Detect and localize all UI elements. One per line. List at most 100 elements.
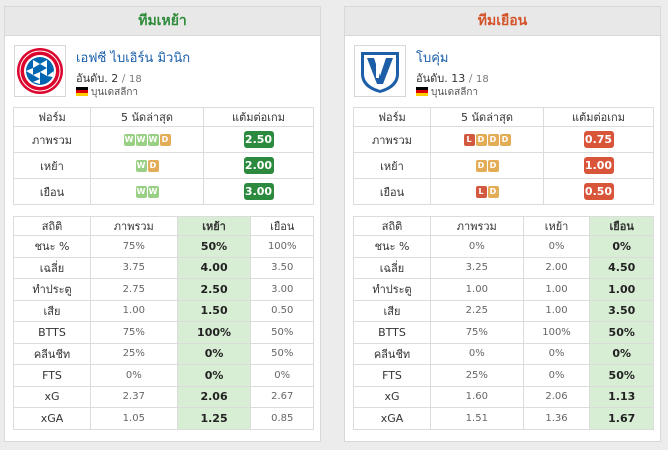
stat-value: 2.67 — [250, 385, 314, 408]
result-badge-d[interactable]: D — [487, 160, 499, 172]
result-badge-w[interactable]: W — [135, 134, 147, 146]
stats-header-row: สถิติ ภาพรวม เหย้า เยือน — [353, 216, 654, 236]
away-team-name[interactable]: โบคุ่ม — [416, 51, 449, 66]
ppg-cell: 0.50 — [543, 178, 654, 205]
stat-value: 100% — [522, 321, 591, 344]
stat-value: 0.50 — [250, 299, 314, 322]
stats-header-home: เหย้า — [522, 216, 591, 236]
stat-value: 1.00 — [430, 278, 524, 301]
germany-flag-icon — [416, 87, 428, 96]
stat-value: 2.37 — [90, 385, 178, 408]
form-row: เยือน L D 0.50 — [353, 178, 654, 205]
stat-label: xGA — [353, 407, 431, 430]
stat-value: 0% — [176, 364, 252, 387]
bochum-logo-icon[interactable] — [354, 45, 406, 97]
result-badge-d[interactable]: D — [475, 160, 487, 172]
result-badge-d[interactable]: D — [159, 134, 171, 146]
form-row-label: ภาพรวม — [13, 126, 91, 153]
stats-row: ชนะ % 0% 0% 0% — [353, 235, 654, 258]
stat-value: 75% — [430, 321, 524, 344]
stat-value: 0% — [430, 235, 524, 258]
stats-row: xGA 1.51 1.36 1.67 — [353, 407, 654, 430]
ppg-badge: 1.00 — [583, 157, 614, 174]
ppg-cell: 2.50 — [203, 126, 314, 153]
away-stats-table: สถิติ ภาพรวม เหย้า เยือน ชนะ % 0% 0% 0% เฉลี… — [353, 216, 654, 430]
result-badge-l[interactable]: L — [475, 186, 487, 198]
stats-row: BTTS 75% 100% 50% — [353, 321, 654, 344]
stat-value: 1.60 — [430, 385, 524, 408]
stat-value: 75% — [90, 321, 178, 344]
result-badge-l[interactable]: L — [463, 134, 475, 146]
bayern-logo-icon[interactable] — [14, 45, 66, 97]
stat-value: 0.85 — [250, 407, 314, 430]
stat-label: คลีนชีท — [13, 342, 91, 365]
result-badge-w[interactable]: W — [147, 186, 159, 198]
stats-row: BTTS 75% 100% 50% — [13, 321, 314, 344]
stats-row: xG 1.60 2.06 1.13 — [353, 385, 654, 408]
form-row: เหย้า W D 2.00 — [13, 152, 314, 179]
stat-value: 0% — [522, 364, 591, 387]
rank-value: 2 — [111, 72, 119, 85]
stat-value: 2.06 — [176, 385, 252, 408]
stats-row: คลีนชีท 25% 0% 50% — [13, 342, 314, 365]
result-badge-w[interactable]: W — [123, 134, 135, 146]
stat-value: 25% — [90, 342, 178, 365]
rank-total: 18 — [128, 74, 142, 85]
form-row-label: ภาพรวม — [353, 126, 431, 153]
stat-label: BTTS — [13, 321, 91, 344]
ppg-badge: 0.50 — [583, 183, 614, 200]
stats-header-stat: สถิติ — [13, 216, 91, 236]
result-badge-d[interactable]: D — [487, 186, 499, 198]
stats-row: xG 2.37 2.06 2.67 — [13, 385, 314, 408]
stat-label: คลีนชีท — [353, 342, 431, 365]
stats-row: FTS 0% 0% 0% — [13, 364, 314, 387]
stat-value: 1.05 — [90, 407, 178, 430]
ppg-cell: 1.00 — [543, 152, 654, 179]
stat-label: ชนะ % — [13, 235, 91, 258]
stat-value: 0% — [589, 342, 654, 365]
form-row: เหย้า D D 1.00 — [353, 152, 654, 179]
stat-label: ทำประตู — [13, 278, 91, 301]
result-badge-w[interactable]: W — [135, 160, 147, 172]
result-badge-w[interactable]: W — [147, 134, 159, 146]
form-row: เยือน W W 3.00 — [13, 178, 314, 205]
form-header-ppg: แต้มต่อเกม — [543, 107, 654, 127]
home-team-league: บุนเดสลีกา — [76, 85, 138, 100]
stat-label: ทำประตู — [353, 278, 431, 301]
stat-value: 1.51 — [430, 407, 524, 430]
result-badge-w[interactable]: W — [135, 186, 147, 198]
stat-value: 3.50 — [250, 256, 314, 279]
result-badge-d[interactable]: D — [147, 160, 159, 172]
stat-value: 2.75 — [90, 278, 178, 301]
league-name[interactable]: บุนเดสลีกา — [431, 87, 478, 98]
stat-label: xG — [353, 385, 431, 408]
result-badge-d[interactable]: D — [475, 134, 487, 146]
stat-value: 0% — [589, 235, 654, 258]
stat-value: 25% — [430, 364, 524, 387]
stats-header-away: เยือน — [250, 216, 314, 236]
away-team-info: โบคุ่ม อันดับ. 13 / 18 บุนเดสลีกา — [345, 36, 660, 102]
home-team-name[interactable]: เอฟซี ไบเอิร์น มิวนิก — [76, 51, 191, 66]
stats-header-stat: สถิติ — [353, 216, 431, 236]
stat-value: 50% — [250, 342, 314, 365]
league-name[interactable]: บุนเดสลีกา — [91, 87, 138, 98]
stat-value: 1.00 — [90, 299, 178, 322]
stats-header-overall: ภาพรวม — [430, 216, 524, 236]
stats-row: xGA 1.05 1.25 0.85 — [13, 407, 314, 430]
stats-row: เฉลี่ย 3.25 2.00 4.50 — [353, 256, 654, 279]
result-badge-d[interactable]: D — [499, 134, 511, 146]
stat-value: 2.06 — [522, 385, 591, 408]
result-badge-d[interactable]: D — [487, 134, 499, 146]
stat-value: 4.00 — [176, 256, 252, 279]
stat-value: 3.50 — [589, 299, 654, 322]
stat-value: 2.25 — [430, 299, 524, 322]
stats-row: เสีย 1.00 1.50 0.50 — [13, 299, 314, 322]
stat-value: 0% — [430, 342, 524, 365]
stat-value: 100% — [176, 321, 252, 344]
stats-row: เฉลี่ย 3.75 4.00 3.50 — [13, 256, 314, 279]
